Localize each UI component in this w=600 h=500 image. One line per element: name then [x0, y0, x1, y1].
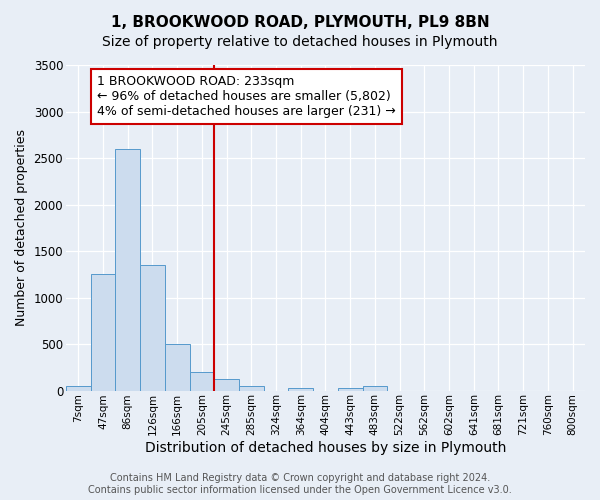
Bar [214, 380, 239, 390]
Bar [289, 388, 313, 390]
Bar [115, 148, 140, 390]
Bar [190, 372, 214, 390]
Bar [239, 386, 263, 390]
Text: 1, BROOKWOOD ROAD, PLYMOUTH, PL9 8BN: 1, BROOKWOOD ROAD, PLYMOUTH, PL9 8BN [110, 15, 490, 30]
Text: Size of property relative to detached houses in Plymouth: Size of property relative to detached ho… [102, 35, 498, 49]
Y-axis label: Number of detached properties: Number of detached properties [15, 130, 28, 326]
Bar [165, 344, 190, 391]
Bar [66, 386, 91, 390]
Bar [362, 386, 387, 390]
Text: Contains HM Land Registry data © Crown copyright and database right 2024.
Contai: Contains HM Land Registry data © Crown c… [88, 474, 512, 495]
Bar [140, 265, 165, 390]
Bar [91, 274, 115, 390]
X-axis label: Distribution of detached houses by size in Plymouth: Distribution of detached houses by size … [145, 441, 506, 455]
Bar [338, 388, 362, 390]
Text: 1 BROOKWOOD ROAD: 233sqm
← 96% of detached houses are smaller (5,802)
4% of semi: 1 BROOKWOOD ROAD: 233sqm ← 96% of detach… [97, 75, 396, 118]
